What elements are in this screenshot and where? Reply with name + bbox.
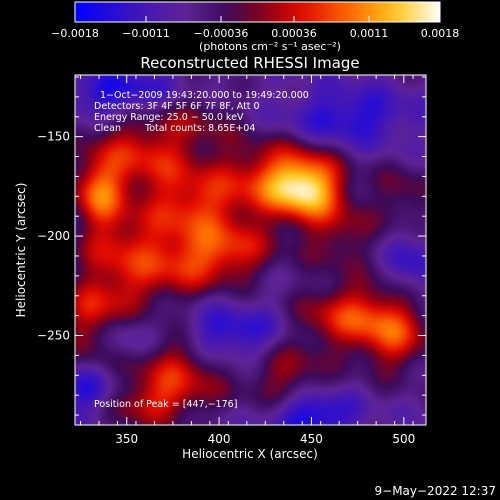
colorbar-gradient	[75, 2, 440, 22]
footer-timestamp: 9−May−2022 12:37	[375, 484, 497, 498]
colorbar-tick-label: 0.00036	[271, 27, 317, 40]
colorbar-tick-label: 0.0018	[421, 27, 460, 40]
colorbar-tick-label: −0.0011	[122, 27, 170, 40]
colorbar-ticks: −0.0018 −0.0011 −0.00036 0.00036 0.0011 0.001…	[51, 16, 459, 40]
y-tick-label: −150	[37, 130, 70, 144]
y-tick-label: −250	[37, 329, 70, 343]
annotation-clean: Clean	[94, 123, 121, 134]
annotation-total-counts: Total counts: 8.65E+04	[144, 123, 255, 134]
colorbar: −0.0018 −0.0011 −0.00036 0.00036 0.0011 0.001…	[51, 1, 459, 53]
colorbar-unit-label: (photons cm⁻² s⁻¹ asec⁻²)	[199, 40, 341, 53]
x-tick-label: 500	[392, 432, 415, 446]
x-axis-label: Heliocentric X (arcsec)	[182, 447, 318, 461]
plot-frame	[74, 74, 427, 426]
colorbar-tick-label: −0.00036	[194, 27, 249, 40]
x-tick-label: 450	[300, 432, 323, 446]
plot-area: 350 400 450 500 −150 −200 −250 1−Oct−2009 19:4…	[37, 74, 427, 446]
chart-title: Reconstructed RHESSI Image	[140, 54, 359, 72]
colorbar-tick-label: 0.0011	[350, 27, 389, 40]
axis-ticks: 350 400 450 500 −150 −200 −250	[37, 75, 426, 446]
y-axis-label: Heliocentric Y (arcsec)	[14, 183, 28, 318]
x-tick-label: 400	[208, 432, 231, 446]
colorbar-frame	[74, 1, 441, 23]
annotation-peak-position: Position of Peak = [447,−176]	[94, 399, 237, 410]
y-tick-label: −200	[37, 229, 70, 243]
annotation-energy-range: Energy Range: 25.0 − 50.0 keV	[94, 112, 244, 123]
colorbar-tick-label: −0.0018	[51, 27, 99, 40]
x-tick-label: 350	[115, 432, 138, 446]
annotation-time-range: 1−Oct−2009 19:43:20.000 to 19:49:20.000	[100, 90, 309, 101]
heatmap-image	[75, 75, 426, 425]
annotation-detectors: Detectors: 3F 4F 5F 6F 7F 8F, Att 0	[94, 101, 260, 112]
